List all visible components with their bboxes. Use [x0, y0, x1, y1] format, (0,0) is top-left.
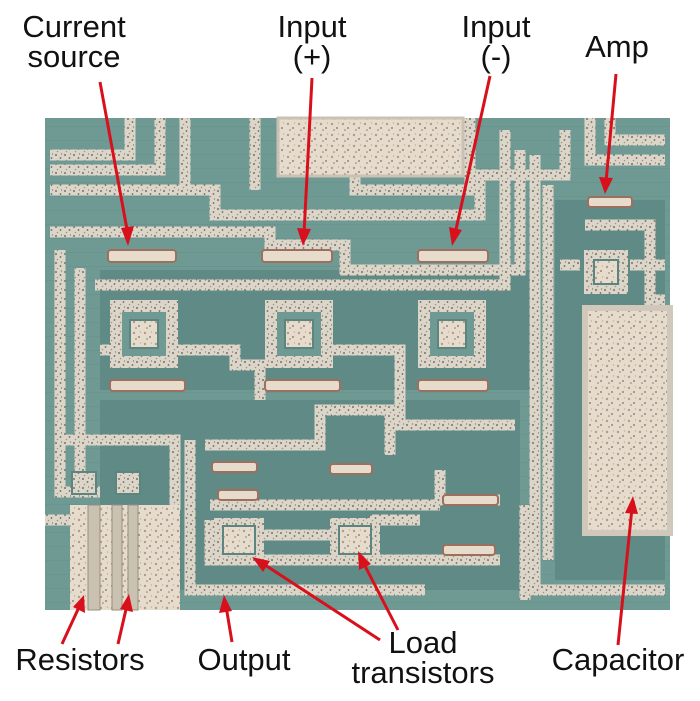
label-line: Input	[461, 9, 531, 44]
label-line: (-)	[480, 39, 512, 74]
transistor-amp	[584, 250, 628, 294]
label-line: transistors	[351, 655, 495, 690]
label-line: Resistors	[15, 642, 145, 677]
resistors-pointer-1	[60, 595, 85, 645]
input-minus-pointer	[449, 75, 492, 246]
label-resistors: Resistors	[6, 642, 154, 677]
load-transistor	[214, 518, 264, 562]
label-line: Capacitor	[551, 642, 685, 677]
load-pointer-2	[358, 551, 400, 631]
resistor-strips	[87, 504, 139, 611]
label-capacitor: Capacitor	[542, 642, 694, 677]
transistor	[265, 300, 333, 368]
label-line: Current	[22, 9, 126, 44]
output-pointer	[219, 595, 234, 643]
label-line: Output	[197, 642, 291, 677]
load-transistor	[330, 518, 380, 562]
current-source-pointer	[98, 81, 134, 246]
label-load-transistors: Load transistors	[338, 625, 508, 690]
label-line: Amp	[585, 29, 649, 64]
load-pointer-1	[252, 557, 381, 642]
transistor	[418, 300, 486, 368]
resistors-pointer-2	[116, 594, 133, 645]
label-line: Load	[388, 625, 458, 660]
label-output: Output	[188, 642, 300, 677]
label-current-source: Current source	[10, 9, 138, 74]
transistor	[110, 300, 178, 368]
resistor-contacts	[71, 471, 141, 495]
label-line: Input	[277, 9, 347, 44]
label-line: source	[27, 39, 121, 74]
capacitor-pointer	[616, 496, 638, 646]
input-plus-pointer	[297, 77, 314, 246]
callout-lines	[60, 73, 638, 646]
amp-pointer	[599, 73, 618, 194]
label-line: (+)	[292, 39, 332, 74]
label-input-minus: Input (-)	[446, 9, 546, 74]
transistor-cells	[71, 250, 628, 562]
label-input-plus: Input (+)	[262, 9, 362, 74]
resistor-bars	[107, 196, 633, 556]
label-amp: Amp	[572, 29, 662, 64]
